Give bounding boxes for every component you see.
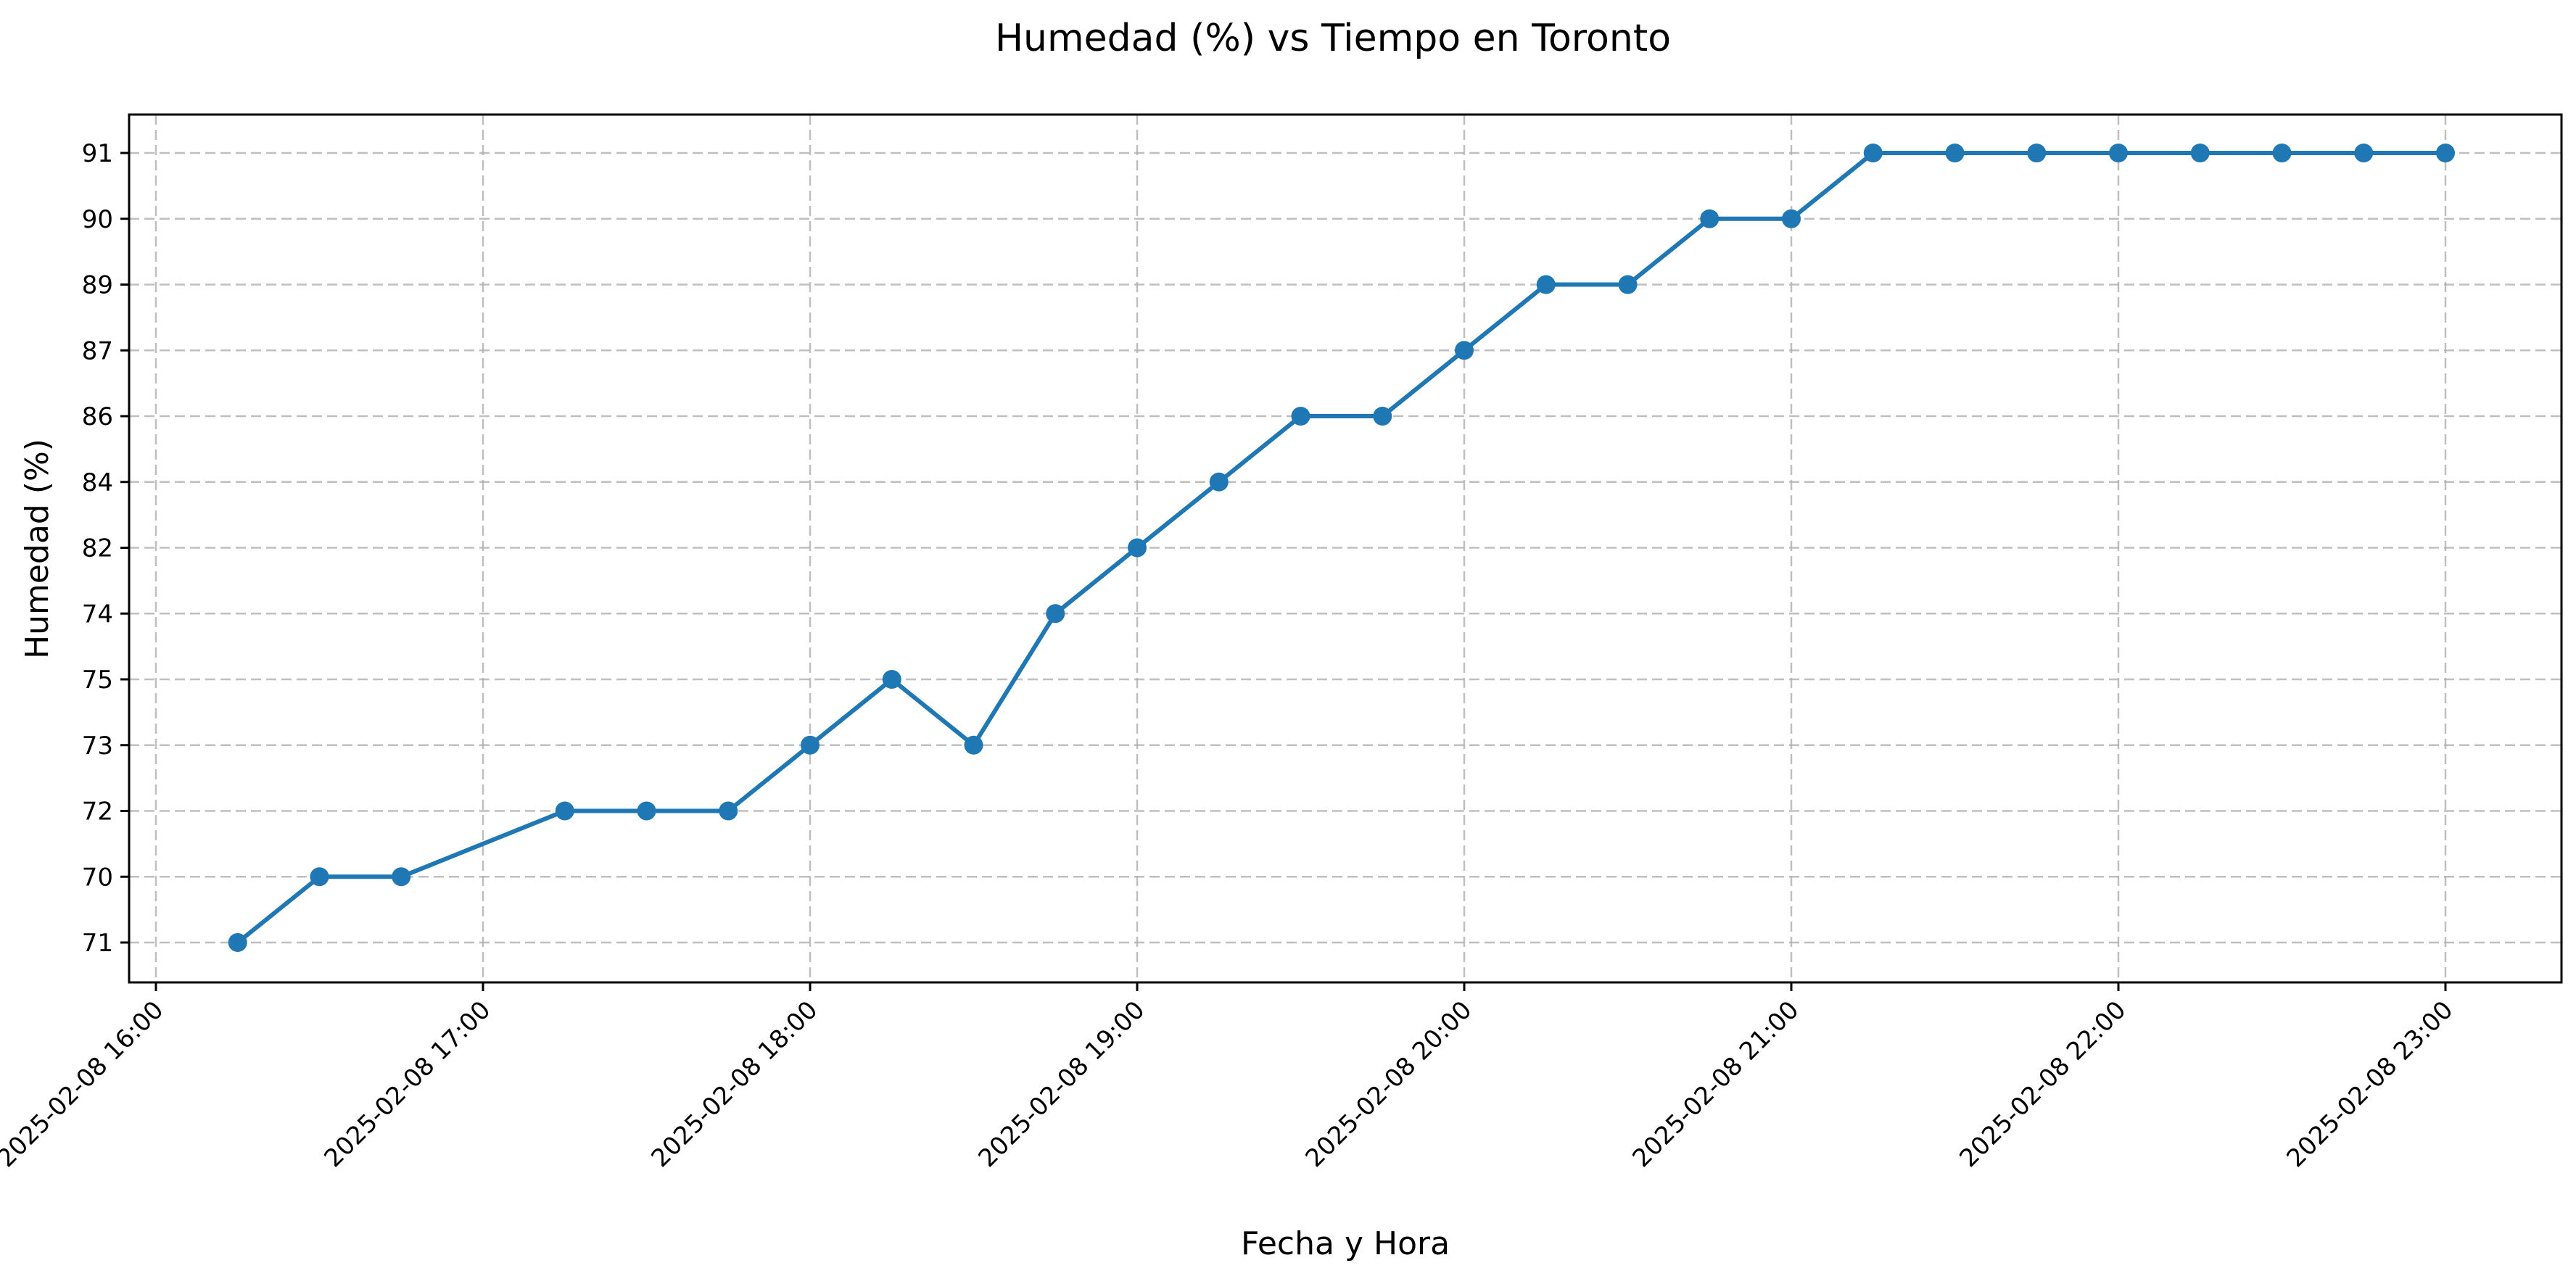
y-tick-label: 82 [82, 534, 113, 563]
data-point [801, 735, 820, 755]
x-tick-label: 2025-02-08 22:00 [1954, 995, 2131, 1173]
data-point [555, 801, 574, 821]
data-point [1291, 407, 1310, 426]
data-point [1618, 275, 1638, 294]
data-points [228, 144, 2455, 952]
plot-area [128, 113, 2563, 984]
data-point [1782, 209, 1801, 228]
x-tick-label: 2025-02-08 19:00 [973, 995, 1150, 1173]
data-point [2027, 144, 2047, 162]
y-tick-label: 73 [82, 732, 113, 761]
data-point [1863, 144, 1883, 162]
y-axis-label: Humedad (%) [19, 439, 56, 659]
x-tick-label: 2025-02-08 20:00 [1300, 995, 1477, 1173]
data-point [1700, 209, 1720, 228]
y-tick-label: 70 [82, 863, 113, 892]
x-axis-label: Fecha y Hora [1241, 1225, 1450, 1262]
x-tick-label: 2025-02-08 21:00 [1627, 995, 1804, 1173]
x-tick-label: 2025-02-08 16:00 [0, 995, 169, 1173]
y-tick-label: 71 [82, 929, 113, 958]
data-point [1128, 538, 1147, 558]
y-tick-label: 89 [82, 271, 113, 300]
data-point [882, 670, 901, 689]
data-point [719, 801, 738, 821]
x-tick-label: 2025-02-08 23:00 [2281, 995, 2459, 1173]
data-point [2436, 144, 2455, 162]
grid [129, 115, 2561, 982]
y-tick-label: 72 [82, 798, 113, 827]
data-point [228, 933, 247, 952]
y-tick-label: 86 [82, 402, 113, 431]
x-tick-label: 2025-02-08 17:00 [318, 995, 496, 1173]
y-tick-label: 87 [82, 336, 113, 365]
y-tick-label: 75 [82, 666, 113, 695]
data-point [1945, 144, 1965, 162]
data-point [2272, 144, 2292, 162]
chart-title: Humedad (%) vs Tiempo en Toronto [995, 17, 1671, 60]
data-point [964, 735, 983, 755]
x-tick-label: 2025-02-08 18:00 [645, 995, 823, 1173]
y-tick-label: 90 [82, 205, 113, 234]
data-point [1455, 341, 1474, 360]
y-tick-label: 91 [82, 139, 113, 168]
data-point [1209, 472, 1229, 492]
data-point [1373, 407, 1392, 426]
data-point [2190, 144, 2210, 162]
y-tick-label: 74 [82, 600, 113, 629]
data-point [1536, 275, 1556, 294]
data-point [392, 867, 411, 887]
data-point [1046, 604, 1065, 624]
data-point [310, 867, 329, 887]
y-tick-label: 84 [82, 468, 113, 497]
data-point [2354, 144, 2374, 162]
x-axis: 2025-02-08 16:00 2025-02-08 17:00 2025-02-… [0, 982, 2459, 1173]
y-axis: 71 70 72 73 75 74 82 84 86 87 89 90 91 [82, 139, 129, 958]
data-point [2109, 144, 2128, 162]
data-point [637, 801, 656, 821]
